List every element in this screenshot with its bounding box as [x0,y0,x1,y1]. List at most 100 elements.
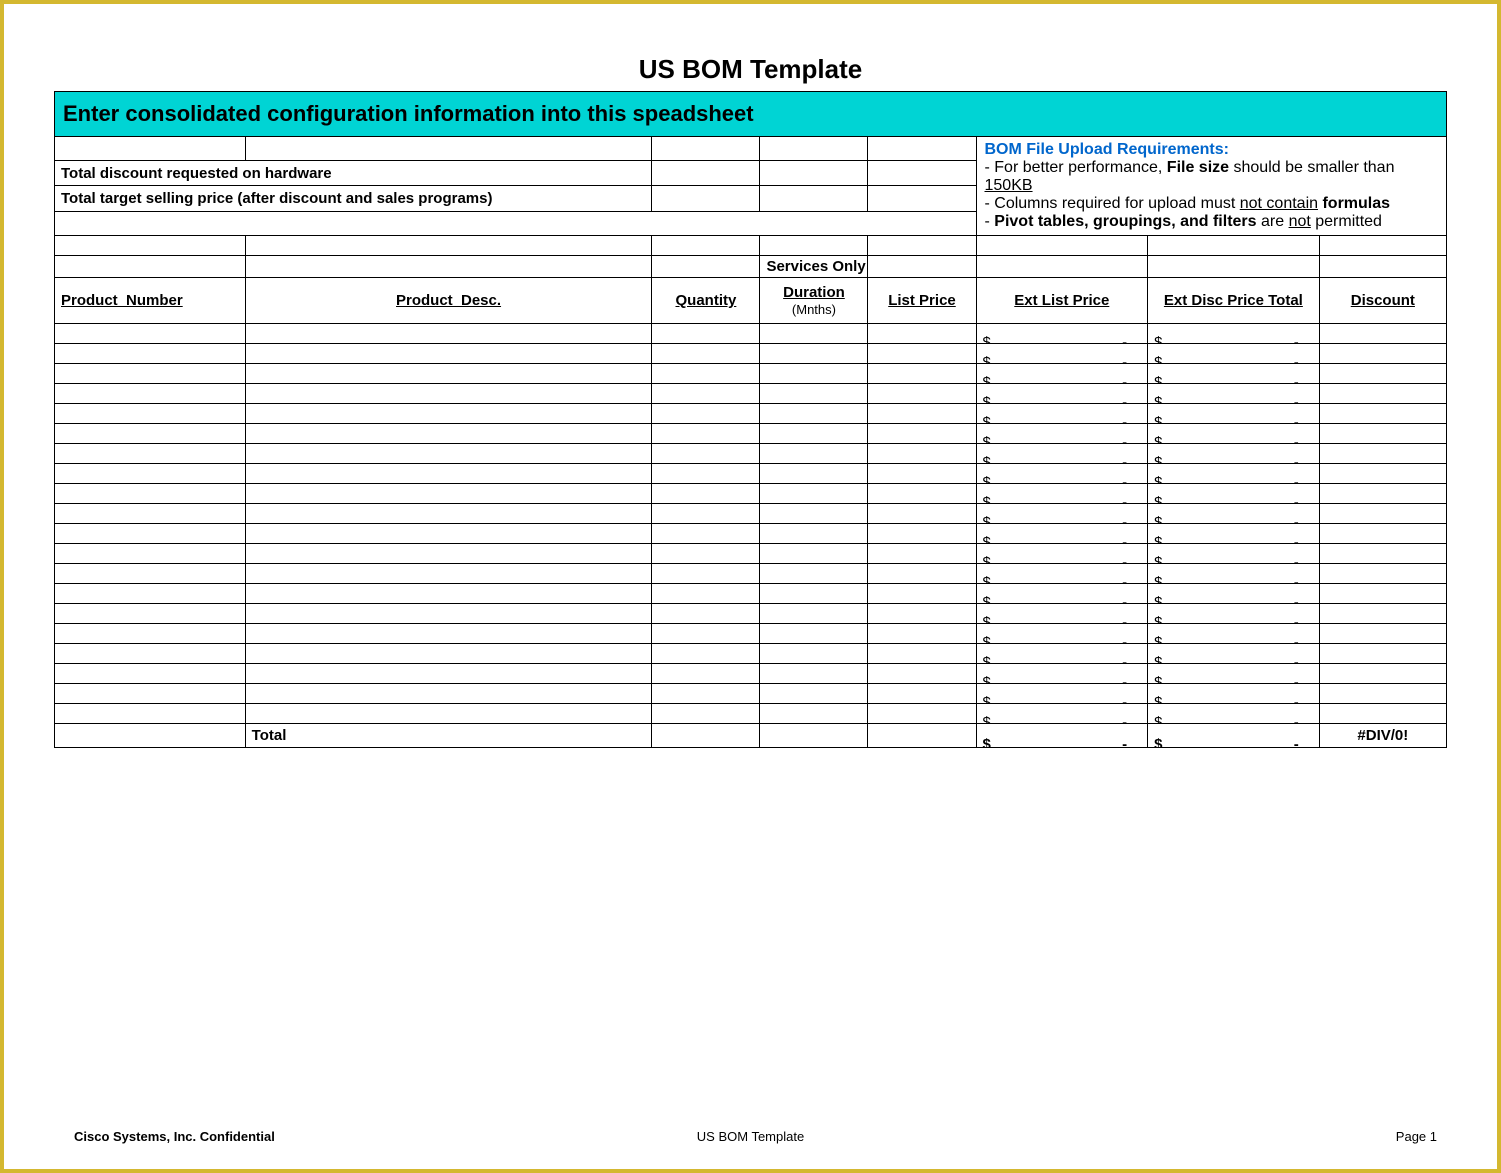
data-cell[interactable] [868,364,976,384]
data-cell[interactable] [868,384,976,404]
discount-cell[interactable] [1319,404,1446,424]
data-cell[interactable] [55,424,246,444]
data-cell[interactable] [652,404,760,424]
total-target-input[interactable] [652,186,760,212]
data-cell[interactable] [652,364,760,384]
empty-cell[interactable] [652,236,760,256]
data-cell[interactable] [55,544,246,564]
data-cell[interactable] [760,564,868,584]
data-cell[interactable] [245,624,652,644]
empty-cell[interactable] [868,160,976,186]
empty-cell[interactable] [245,212,652,236]
data-cell[interactable] [760,484,868,504]
data-cell[interactable] [868,464,976,484]
data-cell[interactable] [868,324,976,344]
discount-cell[interactable] [1319,584,1446,604]
empty-cell[interactable] [245,137,652,161]
data-cell[interactable] [868,644,976,664]
discount-cell[interactable] [1319,464,1446,484]
data-cell[interactable] [652,384,760,404]
data-cell[interactable] [652,504,760,524]
discount-cell[interactable] [1319,644,1446,664]
data-cell[interactable] [652,684,760,704]
data-cell[interactable] [760,664,868,684]
discount-cell[interactable] [1319,564,1446,584]
data-cell[interactable] [868,484,976,504]
data-cell[interactable] [245,584,652,604]
discount-cell[interactable] [1319,424,1446,444]
total-discount-input[interactable] [652,160,760,186]
data-cell[interactable] [652,564,760,584]
data-cell[interactable] [652,544,760,564]
discount-cell[interactable] [1319,384,1446,404]
empty-cell[interactable] [760,186,868,212]
data-cell[interactable] [55,464,246,484]
data-cell[interactable] [652,524,760,544]
empty-cell[interactable] [760,137,868,161]
data-cell[interactable] [868,584,976,604]
empty-cell[interactable] [55,256,246,278]
data-cell[interactable] [652,664,760,684]
empty-cell[interactable] [55,236,246,256]
data-cell[interactable] [760,424,868,444]
data-cell[interactable] [245,464,652,484]
data-cell[interactable] [760,604,868,624]
data-cell[interactable] [868,504,976,524]
data-cell[interactable] [652,324,760,344]
empty-cell[interactable] [868,236,976,256]
data-cell[interactable] [245,504,652,524]
data-cell[interactable] [868,524,976,544]
discount-cell[interactable] [1319,504,1446,524]
data-cell[interactable] [245,344,652,364]
data-cell[interactable] [868,424,976,444]
data-cell[interactable] [245,424,652,444]
data-cell[interactable] [760,364,868,384]
empty-cell[interactable] [55,212,246,236]
data-cell[interactable] [760,584,868,604]
data-cell[interactable] [55,684,246,704]
data-cell[interactable] [55,604,246,624]
discount-cell[interactable] [1319,604,1446,624]
data-cell[interactable] [760,464,868,484]
data-cell[interactable] [55,484,246,504]
data-cell[interactable] [55,704,246,724]
data-cell[interactable] [868,624,976,644]
empty-cell[interactable] [1319,236,1446,256]
data-cell[interactable] [868,444,976,464]
data-cell[interactable] [245,364,652,384]
data-cell[interactable] [760,404,868,424]
data-cell[interactable] [55,384,246,404]
data-cell[interactable] [245,644,652,664]
data-cell[interactable] [245,604,652,624]
data-cell[interactable] [55,344,246,364]
data-cell[interactable] [245,404,652,424]
data-cell[interactable] [760,444,868,464]
discount-cell[interactable] [1319,544,1446,564]
data-cell[interactable] [760,524,868,544]
discount-cell[interactable] [1319,624,1446,644]
empty-cell[interactable] [760,160,868,186]
empty-cell[interactable] [652,212,760,236]
data-cell[interactable] [652,484,760,504]
data-cell[interactable] [245,444,652,464]
empty-cell[interactable] [245,256,652,278]
empty-cell[interactable] [55,137,246,161]
data-cell[interactable] [55,364,246,384]
data-cell[interactable] [868,544,976,564]
data-cell[interactable] [868,684,976,704]
empty-cell[interactable] [1319,256,1446,278]
empty-cell[interactable] [868,137,976,161]
data-cell[interactable] [55,444,246,464]
data-cell[interactable] [55,644,246,664]
empty-cell[interactable] [760,212,868,236]
data-cell[interactable] [868,404,976,424]
data-cell[interactable] [760,624,868,644]
data-cell[interactable] [245,704,652,724]
empty-cell[interactable] [868,212,976,236]
data-cell[interactable] [245,664,652,684]
discount-cell[interactable] [1319,364,1446,384]
data-cell[interactable] [55,584,246,604]
discount-cell[interactable] [1319,684,1446,704]
data-cell[interactable] [55,564,246,584]
data-cell[interactable] [652,344,760,364]
